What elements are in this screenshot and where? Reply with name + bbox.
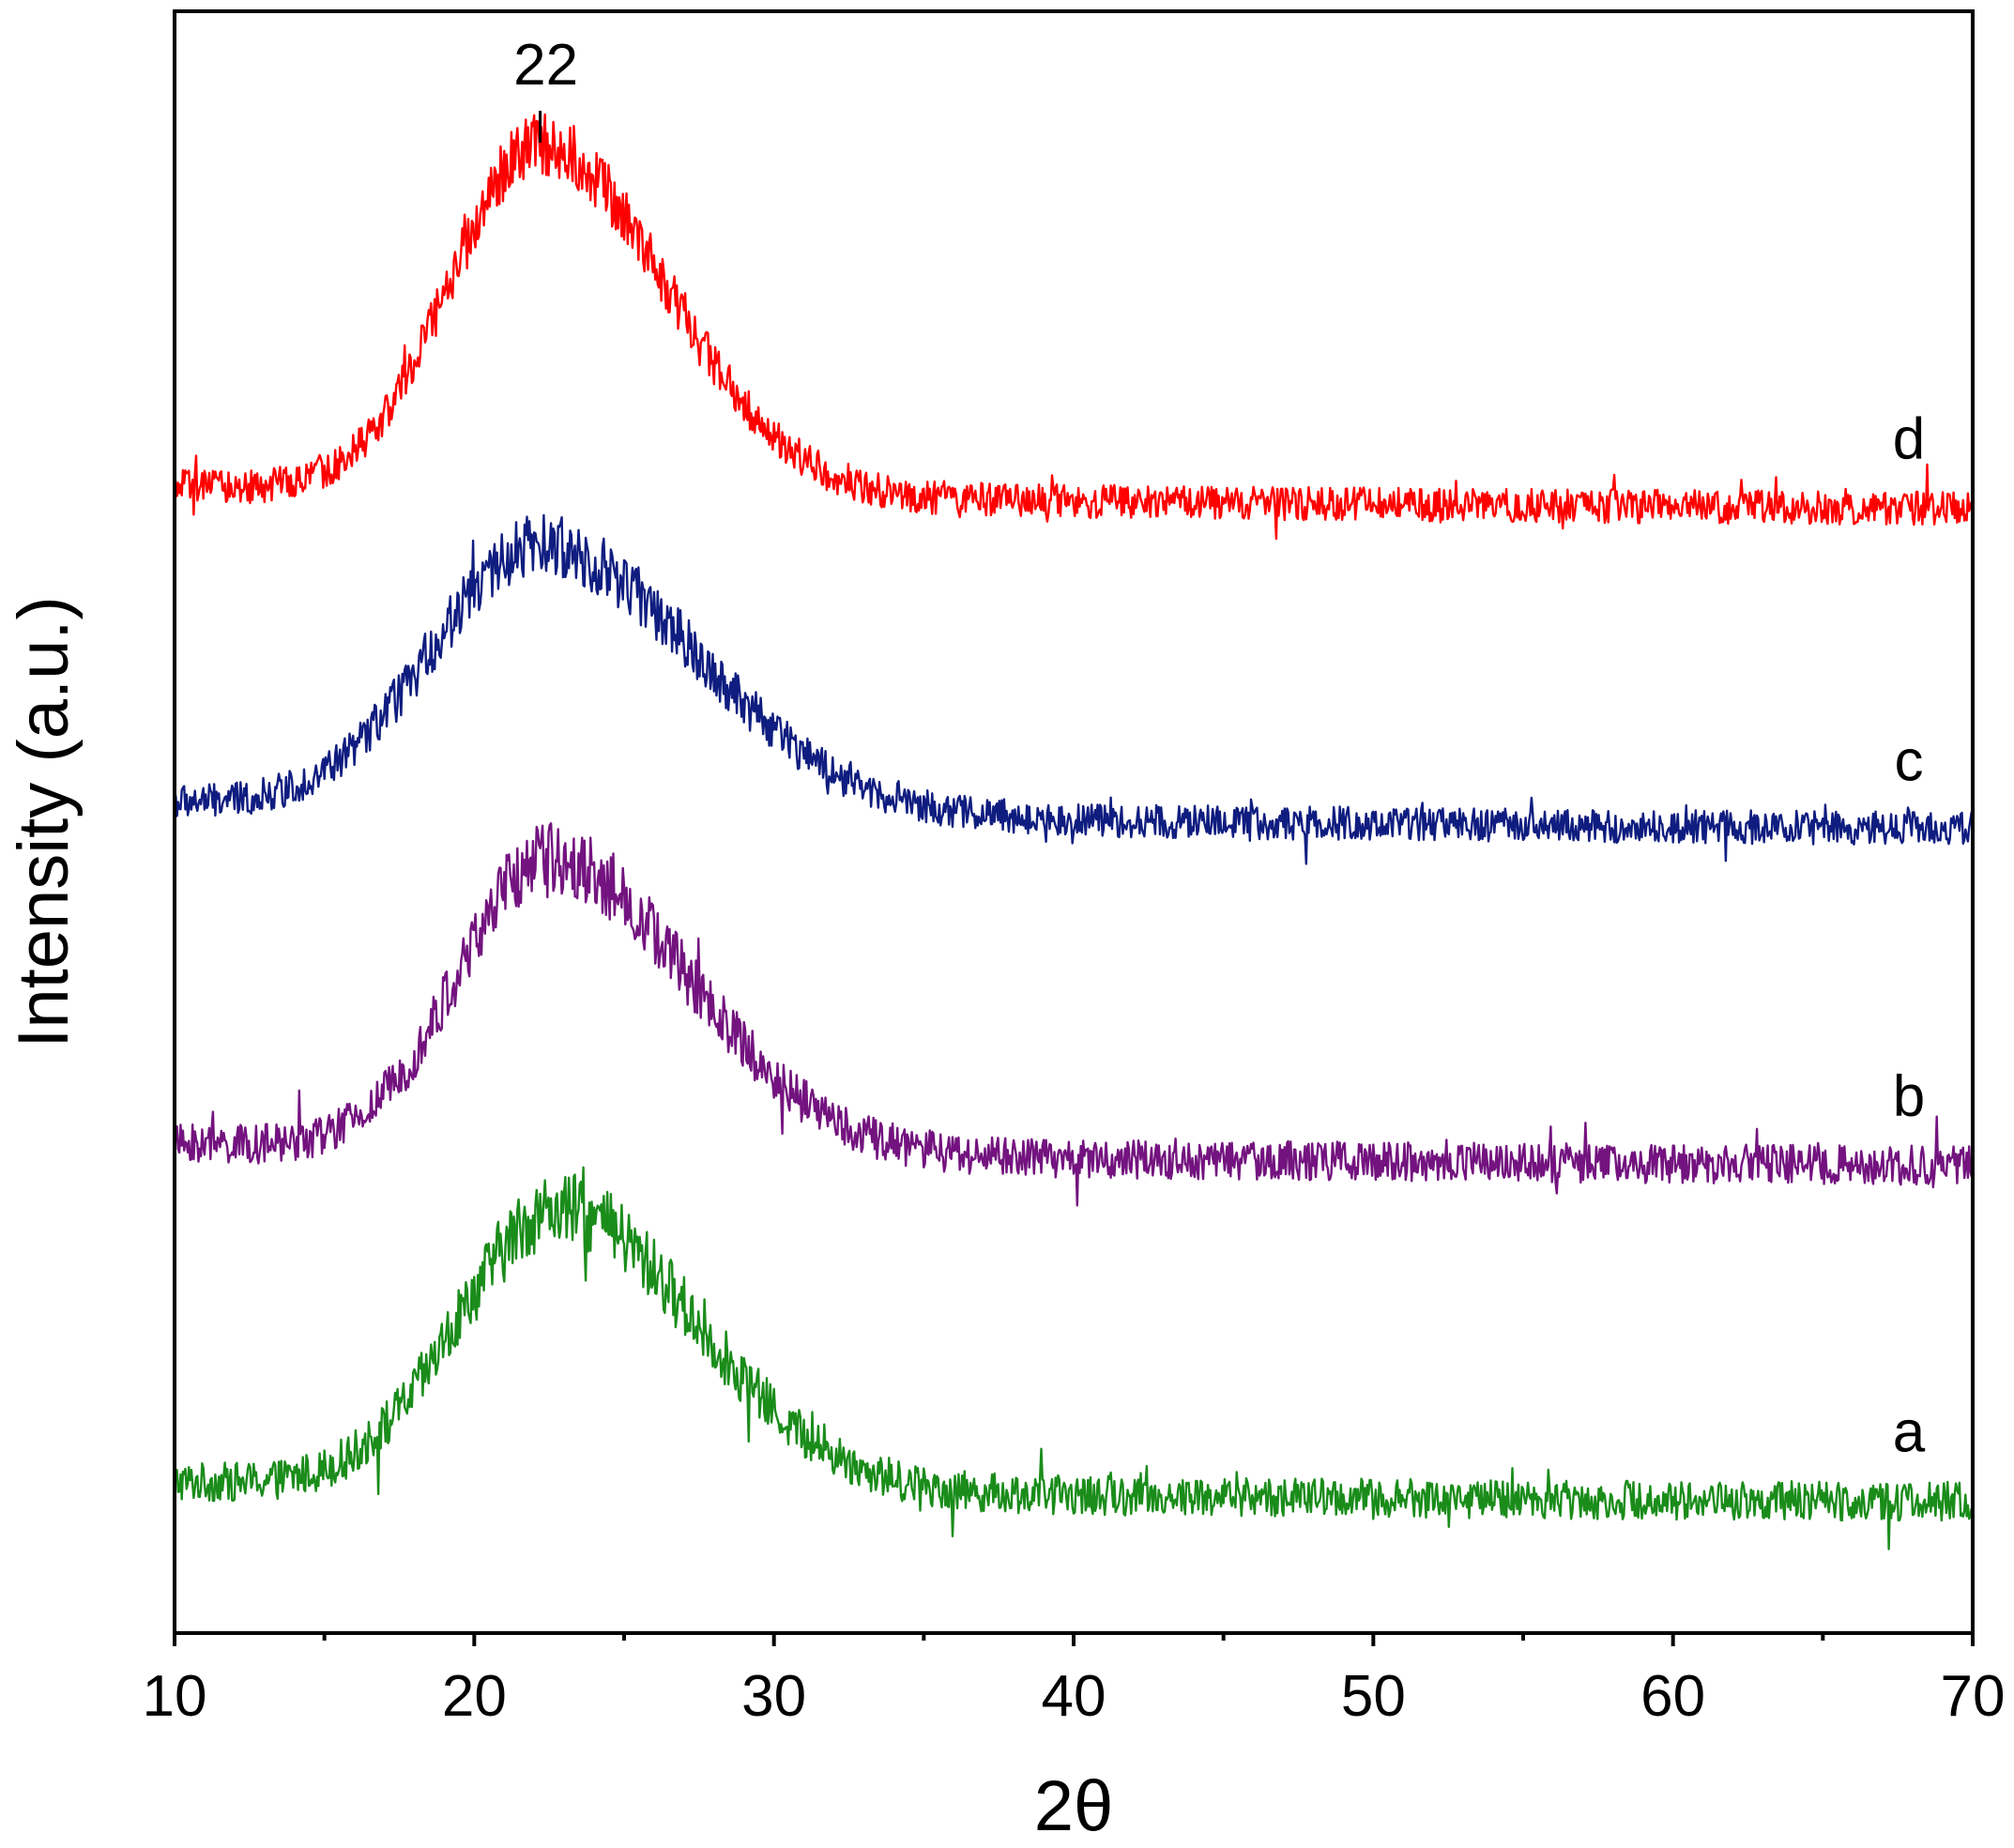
series-line-c (173, 513, 1975, 865)
y-axis-title: Intensity (a.u.) (4, 596, 84, 1048)
x-tick-label: 60 (1640, 1664, 1705, 1729)
x-tick-label: 20 (442, 1664, 507, 1729)
series-line-d (173, 113, 1975, 541)
peak-annotation-label: 22 (513, 33, 578, 98)
x-tick-label: 50 (1341, 1664, 1406, 1729)
series-label-a: a (1893, 1399, 1926, 1464)
series-label-c: c (1895, 728, 1924, 793)
series-layer (173, 113, 1975, 1550)
series-line-a (174, 1166, 1975, 1550)
series-label-d: d (1893, 407, 1925, 472)
x-axis-tick-labels: 10 20 30 40 50 60 70 (143, 1664, 2006, 1729)
x-tick-label: 70 (1941, 1664, 2006, 1729)
x-tick-label: 30 (741, 1664, 806, 1729)
series-label-layer: a b c d (1893, 407, 1926, 1465)
x-axis-ticks (173, 1633, 1975, 1646)
x-axis-title: 2θ (1034, 1766, 1114, 1843)
x-tick-label: 10 (143, 1664, 207, 1729)
series-label-b: b (1893, 1064, 1925, 1129)
x-tick-label: 40 (1042, 1664, 1106, 1729)
annotation-layer: 22 (513, 33, 578, 143)
series-line-b (173, 822, 1975, 1207)
